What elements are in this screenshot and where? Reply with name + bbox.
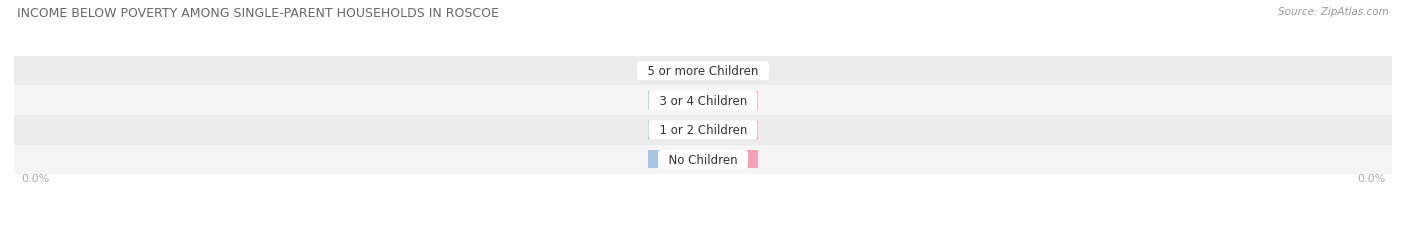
Bar: [703, 63, 758, 80]
Text: 0.0%: 0.0%: [661, 125, 690, 135]
Bar: [703, 121, 758, 139]
Bar: [14, 86, 1392, 116]
Text: 0.0%: 0.0%: [661, 96, 690, 106]
Bar: [648, 63, 703, 80]
Text: 0.0%: 0.0%: [1357, 173, 1385, 183]
Text: 0.0%: 0.0%: [716, 96, 745, 106]
Text: 1 or 2 Children: 1 or 2 Children: [651, 124, 755, 137]
Bar: [648, 151, 703, 168]
Text: 3 or 4 Children: 3 or 4 Children: [651, 94, 755, 107]
Text: INCOME BELOW POVERTY AMONG SINGLE-PARENT HOUSEHOLDS IN ROSCOE: INCOME BELOW POVERTY AMONG SINGLE-PARENT…: [17, 7, 499, 20]
Text: 0.0%: 0.0%: [716, 155, 745, 164]
Bar: [14, 116, 1392, 145]
Text: No Children: No Children: [661, 153, 745, 166]
Bar: [14, 57, 1392, 86]
Text: 0.0%: 0.0%: [661, 155, 690, 164]
Text: Source: ZipAtlas.com: Source: ZipAtlas.com: [1278, 7, 1389, 17]
Bar: [648, 121, 703, 139]
Text: 0.0%: 0.0%: [21, 173, 49, 183]
Text: 0.0%: 0.0%: [716, 125, 745, 135]
Bar: [703, 92, 758, 110]
Bar: [648, 92, 703, 110]
Text: 0.0%: 0.0%: [716, 67, 745, 76]
Bar: [703, 151, 758, 168]
Text: 0.0%: 0.0%: [661, 67, 690, 76]
Bar: [14, 145, 1392, 174]
Text: 5 or more Children: 5 or more Children: [640, 65, 766, 78]
